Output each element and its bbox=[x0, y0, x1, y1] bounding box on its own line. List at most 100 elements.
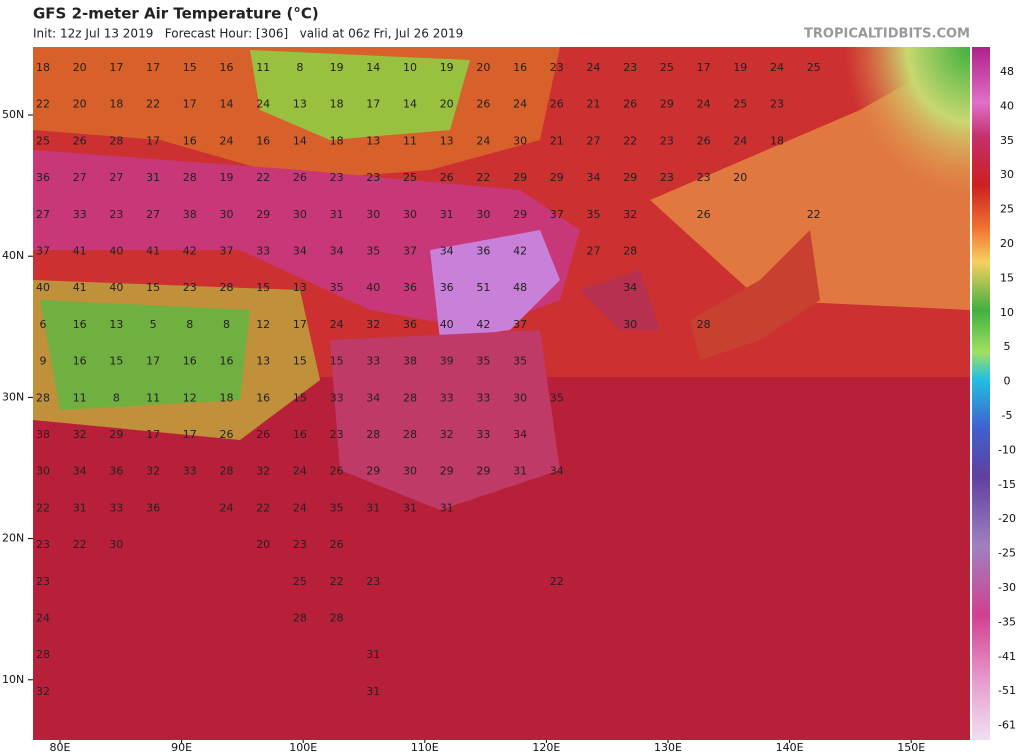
temperature-label: 14 bbox=[220, 98, 234, 111]
temperature-label: 36 bbox=[440, 281, 454, 294]
temperature-label: 22 bbox=[550, 575, 564, 588]
temperature-label: 28 bbox=[109, 134, 123, 147]
temperature-label: 28 bbox=[623, 245, 637, 258]
temperature-label: 22 bbox=[256, 171, 270, 184]
temperature-label: 33 bbox=[476, 391, 490, 404]
temperature-label: 38 bbox=[403, 355, 417, 368]
temperature-label: 33 bbox=[73, 208, 87, 221]
temperature-label: 14 bbox=[403, 98, 417, 111]
temperature-label: 31 bbox=[330, 208, 344, 221]
temperature-label: 25 bbox=[293, 575, 307, 588]
temperature-label: 35 bbox=[587, 208, 601, 221]
temperature-label: 19 bbox=[220, 171, 234, 184]
temperature-label: 20 bbox=[256, 538, 270, 551]
temperature-label: 33 bbox=[330, 391, 344, 404]
temperature-label: 28 bbox=[293, 612, 307, 625]
temperature-label: 8 bbox=[186, 318, 193, 331]
temperature-label: 8 bbox=[223, 318, 230, 331]
temperature-label: 28 bbox=[220, 281, 234, 294]
temperature-label: 15 bbox=[109, 355, 123, 368]
temperature-label: 27 bbox=[109, 171, 123, 184]
temperature-label: 29 bbox=[476, 465, 490, 478]
latitude-label: 50N bbox=[2, 108, 24, 121]
temperature-label: 16 bbox=[293, 428, 307, 441]
temperature-label: 16 bbox=[183, 134, 197, 147]
colorbar-label: -10 bbox=[998, 443, 1016, 456]
temperature-label: 34 bbox=[293, 245, 307, 258]
temperature-label: 36 bbox=[476, 245, 490, 258]
temperature-label: 13 bbox=[440, 134, 454, 147]
colorbar-label: -25 bbox=[998, 547, 1016, 560]
temperature-label: 19 bbox=[440, 61, 454, 74]
temperature-label: 24 bbox=[293, 465, 307, 478]
subtitle: Init: 12z Jul 13 2019 Forecast Hour: [30… bbox=[33, 27, 463, 41]
colorbar-label: -61 bbox=[998, 719, 1016, 732]
temperature-label: 15 bbox=[293, 391, 307, 404]
temperature-label: 34 bbox=[73, 465, 87, 478]
temperature-label: 24 bbox=[36, 612, 50, 625]
temperature-label: 33 bbox=[366, 355, 380, 368]
longitude-label: 150E bbox=[897, 741, 925, 754]
colorbar-label: 35 bbox=[1000, 134, 1014, 147]
temperature-label: 23 bbox=[550, 61, 564, 74]
temperature-label: 40 bbox=[440, 318, 454, 331]
temperature-label: 24 bbox=[476, 134, 490, 147]
temperature-label: 20 bbox=[73, 61, 87, 74]
temperature-label: 26 bbox=[330, 465, 344, 478]
colorbar-label: 10 bbox=[1000, 306, 1014, 319]
temperature-label: 36 bbox=[109, 465, 123, 478]
temperature-label: 25 bbox=[660, 61, 674, 74]
temperature-label: 35 bbox=[476, 355, 490, 368]
temperature-label: 17 bbox=[109, 61, 123, 74]
temperature-label: 29 bbox=[513, 208, 527, 221]
temperature-label: 40 bbox=[366, 281, 380, 294]
temperature-label: 23 bbox=[36, 538, 50, 551]
temperature-label: 12 bbox=[256, 318, 270, 331]
temperature-label: 15 bbox=[330, 355, 344, 368]
temperature-label: 22 bbox=[330, 575, 344, 588]
colorbar-label: -5 bbox=[1002, 409, 1013, 422]
temperature-label: 23 bbox=[697, 171, 711, 184]
temperature-label: 17 bbox=[697, 61, 711, 74]
temperature-label: 17 bbox=[183, 98, 197, 111]
temperature-label: 13 bbox=[293, 281, 307, 294]
temperature-label: 25 bbox=[733, 98, 747, 111]
temperature-label: 29 bbox=[623, 171, 637, 184]
temperature-label: 40 bbox=[36, 281, 50, 294]
temperature-label: 5 bbox=[150, 318, 157, 331]
title: GFS 2-meter Air Temperature (°C) bbox=[33, 5, 319, 23]
temperature-label: 36 bbox=[36, 171, 50, 184]
temperature-label: 35 bbox=[550, 391, 564, 404]
temperature-label: 30 bbox=[476, 208, 490, 221]
colorbar bbox=[972, 47, 990, 740]
temperature-label: 41 bbox=[146, 245, 160, 258]
temperature-label: 37 bbox=[550, 208, 564, 221]
temperature-label: 36 bbox=[403, 318, 417, 331]
temperature-label: 23 bbox=[293, 538, 307, 551]
temperature-label: 17 bbox=[293, 318, 307, 331]
temperature-label: 31 bbox=[440, 208, 454, 221]
temperature-label: 34 bbox=[440, 245, 454, 258]
colorbar-label: 40 bbox=[1000, 99, 1014, 112]
temperature-label: 41 bbox=[73, 245, 87, 258]
temperature-label: 28 bbox=[403, 391, 417, 404]
colorbar-label: 20 bbox=[1000, 237, 1014, 250]
temperature-label: 26 bbox=[330, 538, 344, 551]
temperature-label: 29 bbox=[366, 465, 380, 478]
temperature-label: 28 bbox=[220, 465, 234, 478]
temperature-label: 22 bbox=[73, 538, 87, 551]
temperature-label: 24 bbox=[256, 98, 270, 111]
temperature-label: 18 bbox=[770, 134, 784, 147]
temperature-label: 32 bbox=[73, 428, 87, 441]
japan bbox=[690, 230, 820, 360]
temperature-label: 27 bbox=[587, 245, 601, 258]
temperature-label: 29 bbox=[550, 171, 564, 184]
longitude-label: 90E bbox=[171, 741, 192, 754]
tibet-green bbox=[40, 300, 250, 410]
temperature-label: 6 bbox=[40, 318, 47, 331]
temperature-label: 32 bbox=[256, 465, 270, 478]
temperature-label: 31 bbox=[366, 648, 380, 661]
temperature-label: 20 bbox=[733, 171, 747, 184]
temperature-label: 32 bbox=[623, 208, 637, 221]
temperature-label: 31 bbox=[73, 501, 87, 514]
